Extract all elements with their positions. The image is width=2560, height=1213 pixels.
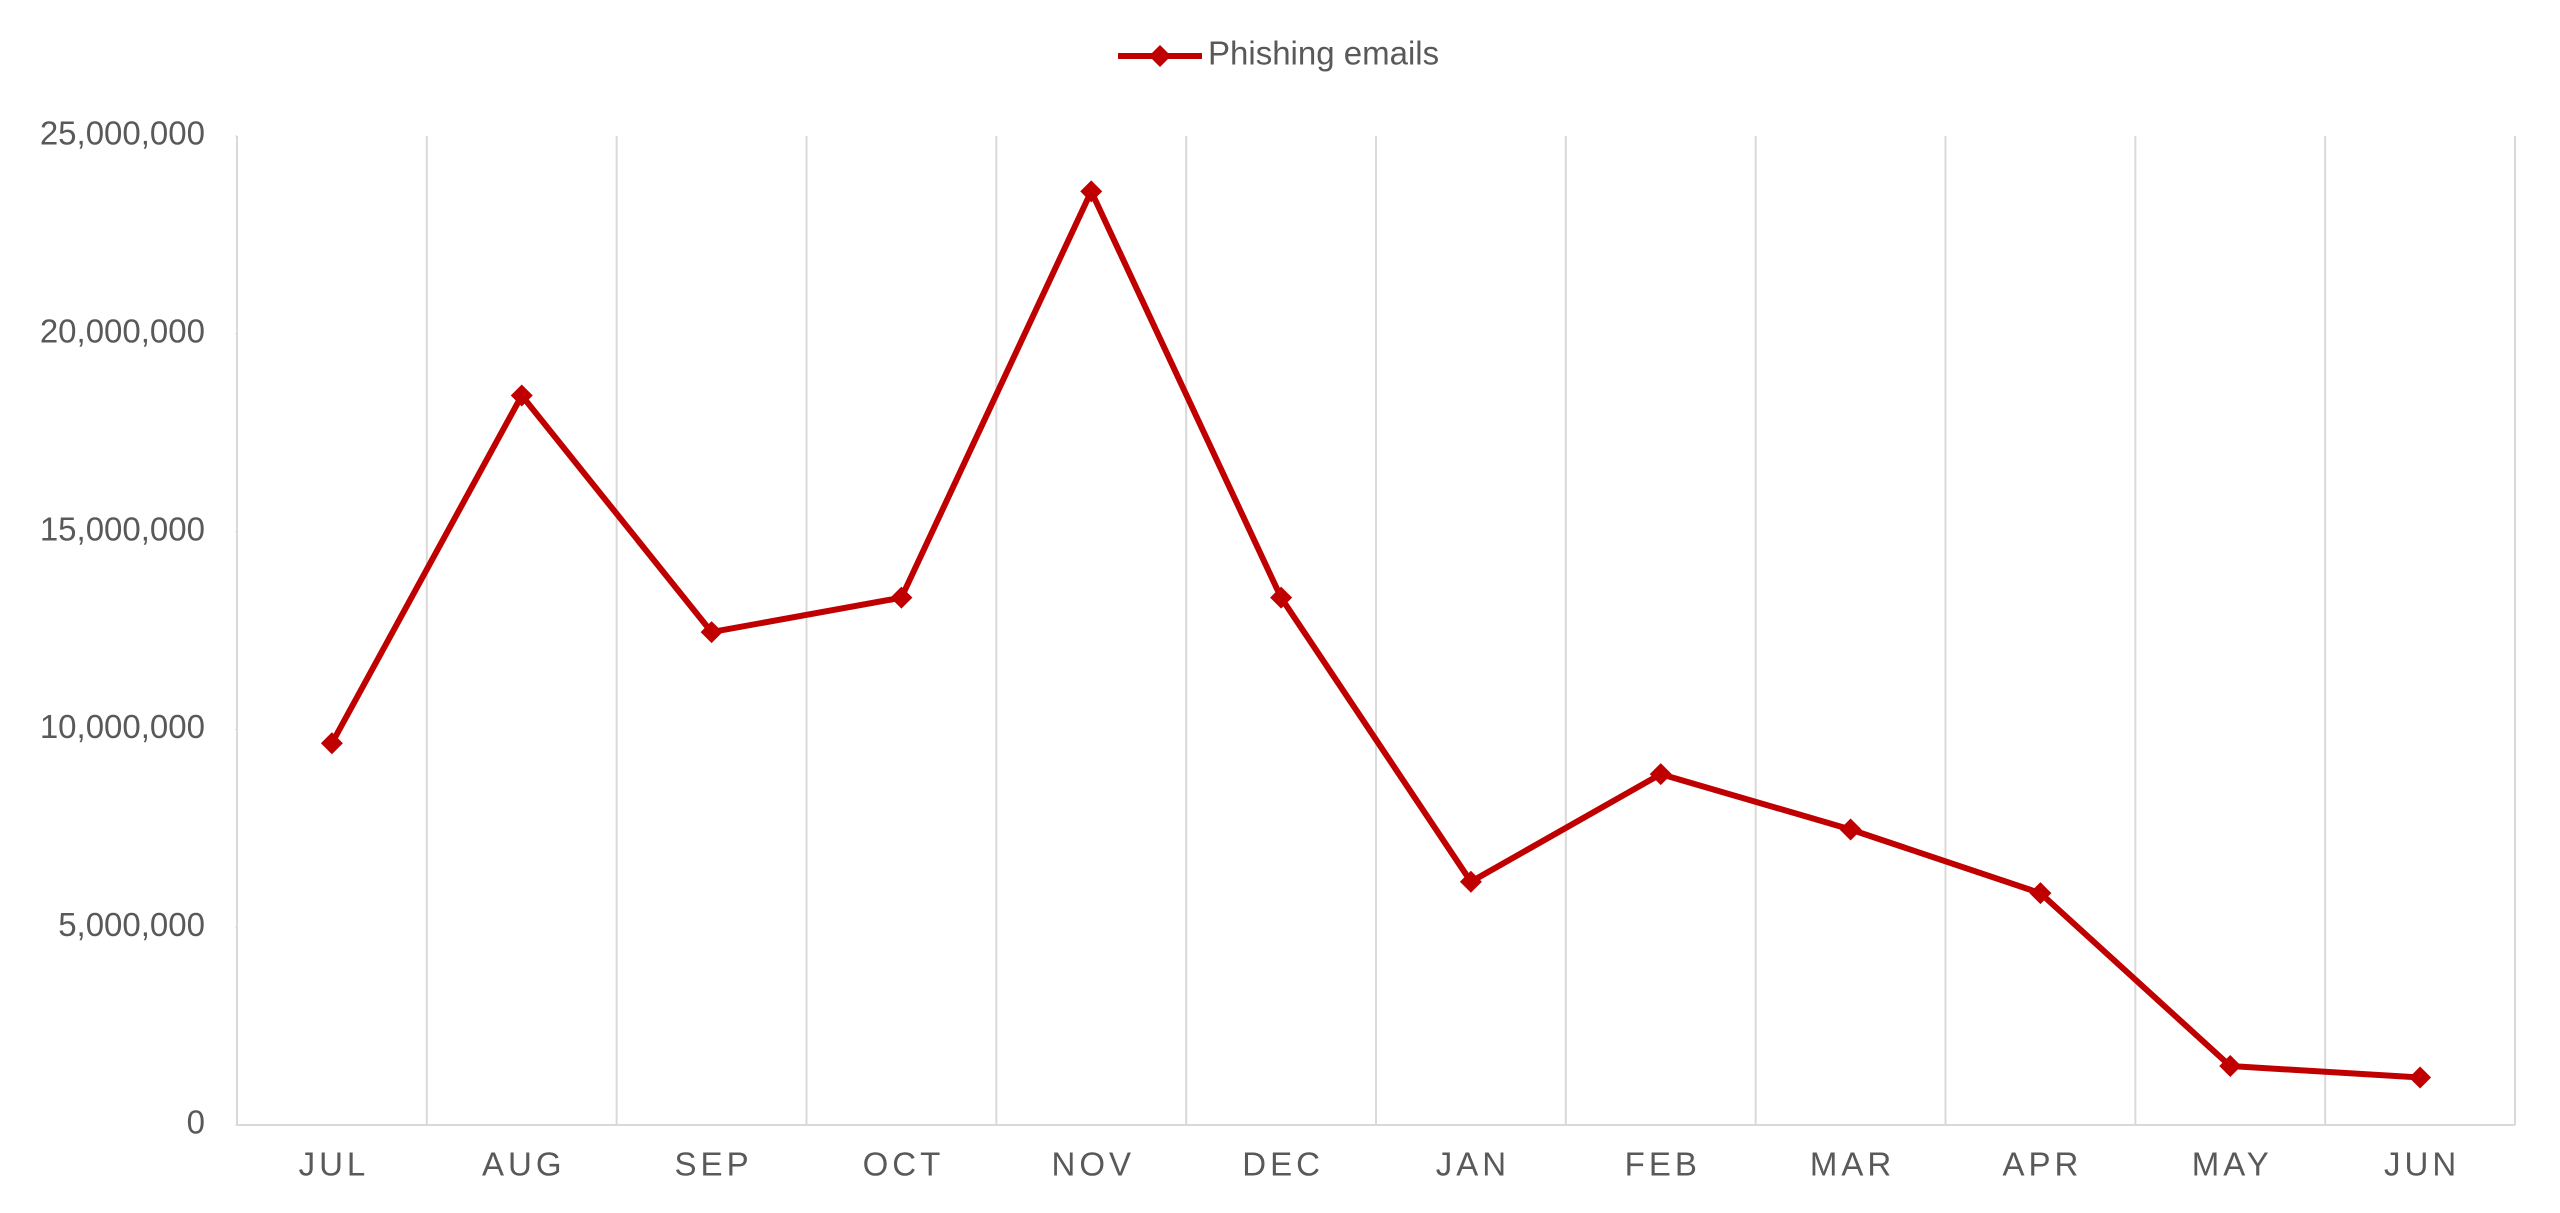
y-tick-label: 20,000,000 <box>40 313 205 350</box>
x-tick-label: NOV <box>1051 1146 1135 1183</box>
point-marker <box>320 732 343 755</box>
point-marker <box>2029 882 2052 905</box>
y-tick-label: 15,000,000 <box>40 510 205 547</box>
point-marker <box>890 586 913 609</box>
x-tick-label: MAR <box>1810 1146 1895 1183</box>
legend-marker <box>1149 45 1171 67</box>
x-tick-label: JUL <box>299 1146 370 1183</box>
x-tick-label: JAN <box>1436 1146 1510 1183</box>
x-tick-label: SEP <box>675 1146 753 1183</box>
x-tick-label: FEB <box>1625 1146 1701 1183</box>
point-marker <box>1459 870 1482 893</box>
point-marker <box>2409 1066 2432 1089</box>
point-marker <box>1080 180 1103 203</box>
point-marker <box>1649 763 1672 786</box>
legend-label: Phishing emails <box>1208 35 1439 72</box>
point-marker <box>1270 586 1293 609</box>
point-marker <box>1839 818 1862 841</box>
x-tick-label: AUG <box>482 1146 566 1183</box>
series-line <box>329 188 2421 1081</box>
y-tick-label: 25,000,000 <box>40 115 205 152</box>
y-tick-label: 0 <box>187 1104 205 1141</box>
y-tick-label: 5,000,000 <box>58 906 205 943</box>
y-tick-label: 10,000,000 <box>40 708 205 745</box>
point-marker <box>2219 1055 2242 1078</box>
point-marker <box>700 621 723 644</box>
x-tick-label: DEC <box>1242 1146 1324 1183</box>
point-marker <box>510 384 533 407</box>
x-tick-label: OCT <box>863 1146 945 1183</box>
x-tick-label: APR <box>2002 1146 2082 1183</box>
x-tick-label: MAY <box>2192 1146 2273 1183</box>
x-tick-label: JUN <box>2384 1146 2460 1183</box>
